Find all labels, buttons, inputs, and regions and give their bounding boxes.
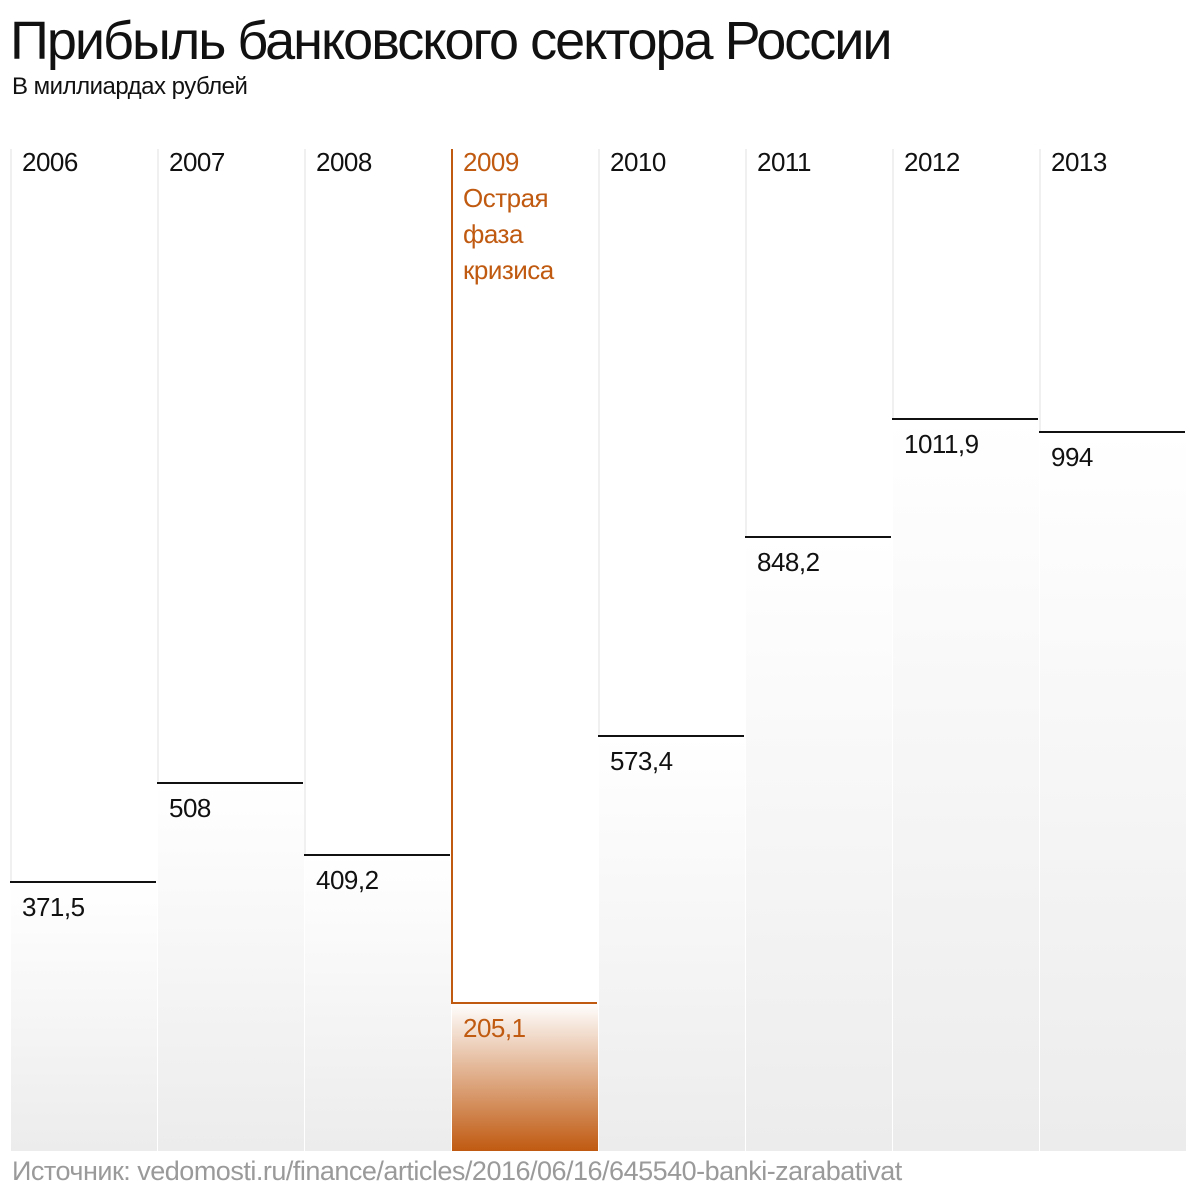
bar-2006 (11, 882, 157, 1151)
year-label-2009: 2009 (463, 147, 519, 177)
bar-2011 (746, 537, 892, 1151)
year-label-2007: 2007 (169, 147, 225, 177)
value-label-2008: 409,2 (316, 865, 379, 895)
year-label-2012: 2012 (904, 147, 960, 177)
year-label-2013: 2013 (1051, 147, 1107, 177)
highlight-note-line: кризиса (463, 255, 555, 285)
highlight-note-line: фаза (463, 219, 524, 249)
source-note: Источник: vedomosti.ru/finance/articles/… (12, 1156, 902, 1186)
value-label-2006: 371,5 (22, 892, 85, 922)
chart-subtitle: В миллиардах рублей (12, 73, 248, 100)
value-label-2010: 573,4 (610, 746, 673, 776)
highlight-note-line: Острая (463, 183, 548, 213)
bar-2013 (1040, 432, 1186, 1151)
year-label-2008: 2008 (316, 147, 372, 177)
bar-2008 (305, 855, 451, 1151)
value-label-2011: 848,2 (757, 547, 820, 577)
year-label-2011: 2011 (757, 147, 811, 177)
value-label-2009: 205,1 (463, 1013, 526, 1043)
bar-2010 (599, 736, 745, 1151)
bar-2009 (452, 1003, 598, 1151)
bar-2012 (893, 419, 1039, 1151)
value-label-2013: 994 (1051, 442, 1093, 472)
value-label-2007: 508 (169, 793, 211, 823)
chart-title: Прибыль банковского сектора России (10, 11, 893, 71)
bar-chart: 2006 371,5 2007 508 2008 409,2 2009 Острая фаза к… (10, 147, 1186, 1151)
value-label-2012: 1011,9 (904, 429, 979, 459)
bar-2007 (158, 783, 304, 1151)
year-label-2010: 2010 (610, 147, 666, 177)
year-label-2006: 2006 (22, 147, 78, 177)
